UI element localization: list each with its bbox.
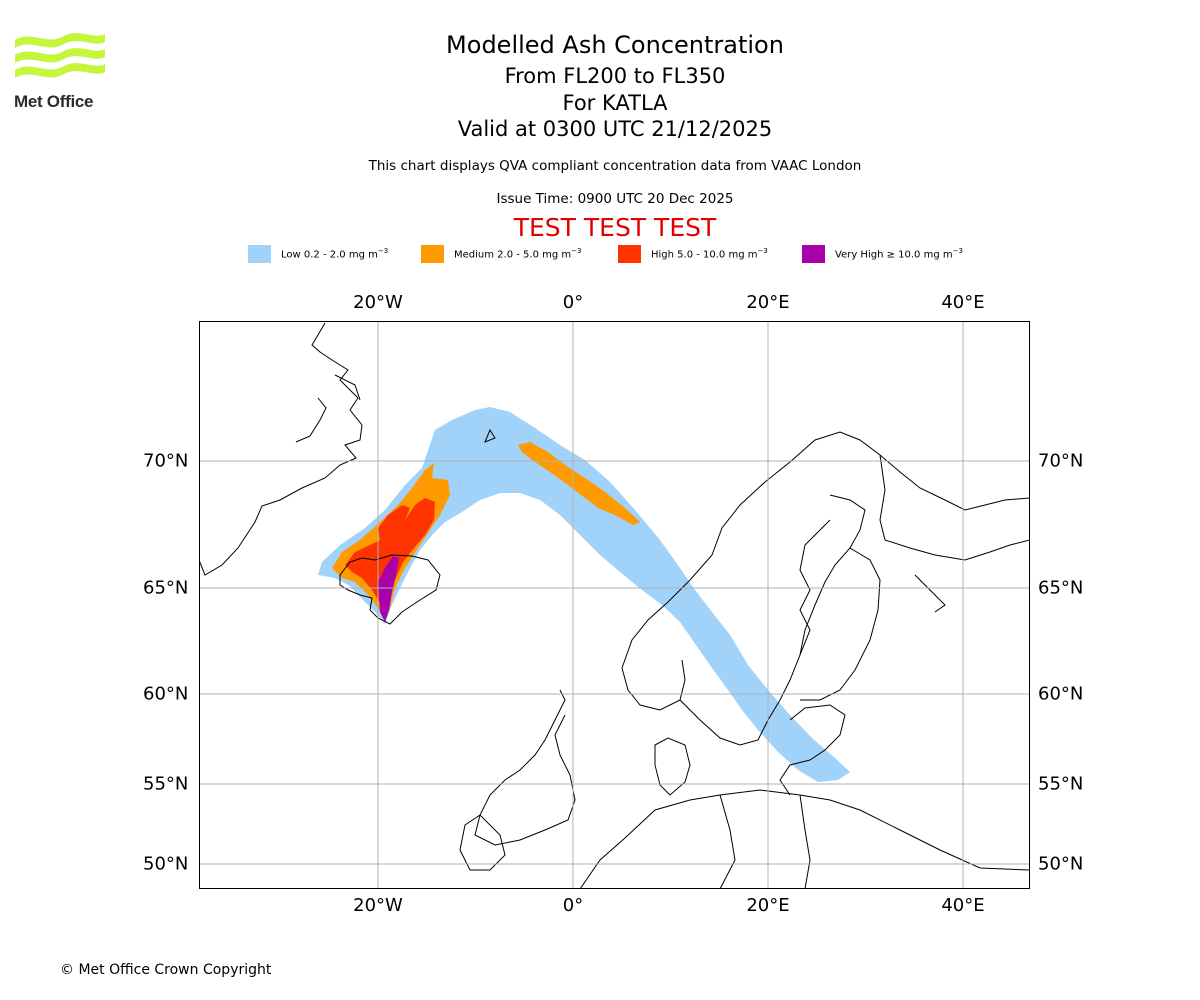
lat-label-right-50n: 50°N bbox=[1038, 853, 1084, 875]
lat-label-right-70n: 70°N bbox=[1038, 450, 1084, 472]
valid-time: Valid at 0300 UTC 21/12/2025 bbox=[457, 117, 773, 141]
lon-label-bottom-40e: 40°E bbox=[941, 895, 985, 916]
ash-very-high-region bbox=[378, 556, 399, 622]
legend-swatch-low bbox=[248, 245, 271, 263]
lon-label-top-20e: 20°E bbox=[746, 292, 790, 313]
legend-swatch-medium bbox=[421, 245, 444, 263]
legend-item-very-high: Very High ≥ 10.0 mg m−3 bbox=[802, 244, 963, 264]
legend-swatch-high bbox=[618, 245, 641, 263]
lon-label-top-40e: 40°E bbox=[941, 292, 985, 313]
legend-item-low: Low 0.2 - 2.0 mg m−3 bbox=[248, 244, 388, 264]
chart-subtitle: This chart displays QVA compliant concen… bbox=[368, 158, 862, 174]
ash-low-region bbox=[318, 407, 850, 782]
legend-label-low: Low 0.2 - 2.0 mg m bbox=[281, 249, 378, 261]
flight-level-range: From FL200 to FL350 bbox=[504, 64, 726, 88]
legend-swatch-very-high bbox=[802, 245, 825, 263]
issue-time: Issue Time: 0900 UTC 20 Dec 2025 bbox=[496, 191, 734, 207]
lon-label-top-20w: 20°W bbox=[353, 292, 403, 313]
lon-label-bottom-0: 0° bbox=[562, 895, 584, 916]
legend-label-very-high: Very High ≥ 10.0 mg m bbox=[835, 249, 953, 261]
legend-item-medium: Medium 2.0 - 5.0 mg m−3 bbox=[421, 244, 581, 264]
copyright-text: © Met Office Crown Copyright bbox=[60, 962, 272, 978]
met-office-logo-icon bbox=[15, 33, 105, 78]
ash-medium-region-norwegian-sea bbox=[518, 442, 640, 525]
ash-concentration-map bbox=[199, 321, 1030, 889]
test-banner: TEST TEST TEST bbox=[513, 213, 717, 242]
lat-label-left-55n: 55°N bbox=[143, 773, 189, 795]
lat-label-left-70n: 70°N bbox=[143, 450, 189, 472]
lon-label-bottom-20e: 20°E bbox=[746, 895, 790, 916]
legend: Low 0.2 - 2.0 mg m−3 Medium 2.0 - 5.0 mg… bbox=[0, 244, 1200, 264]
lat-label-right-60n: 60°N bbox=[1038, 683, 1084, 705]
legend-label-medium: Medium 2.0 - 5.0 mg m bbox=[454, 249, 572, 261]
coastlines bbox=[199, 322, 1030, 889]
lat-label-left-50n: 50°N bbox=[143, 853, 189, 875]
map-border bbox=[199, 321, 1030, 889]
logo-text: Met Office bbox=[14, 92, 94, 111]
legend-label-high: High 5.0 - 10.0 mg m bbox=[651, 249, 758, 261]
volcano-name: For KATLA bbox=[562, 91, 668, 115]
lon-label-top-0: 0° bbox=[562, 292, 584, 313]
lat-label-right-65n: 65°N bbox=[1038, 577, 1084, 599]
legend-item-high: High 5.0 - 10.0 mg m−3 bbox=[618, 244, 768, 264]
chart-title: Modelled Ash Concentration bbox=[446, 31, 784, 59]
gridlines bbox=[199, 321, 1030, 889]
lon-label-bottom-20w: 20°W bbox=[353, 895, 403, 916]
lat-label-left-65n: 65°N bbox=[143, 577, 189, 599]
lat-label-left-60n: 60°N bbox=[143, 683, 189, 705]
ash-high-region bbox=[345, 498, 435, 612]
lat-label-right-55n: 55°N bbox=[1038, 773, 1084, 795]
